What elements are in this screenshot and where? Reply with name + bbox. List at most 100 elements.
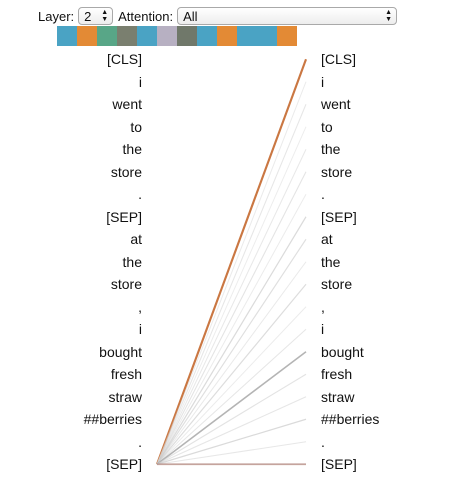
attention-line <box>156 104 307 465</box>
left-token-text: i <box>138 73 142 90</box>
head-color-swatch[interactable] <box>177 26 197 46</box>
right-token-text: to <box>321 118 333 135</box>
left-token[interactable]: at <box>37 228 157 251</box>
left-token[interactable]: [SEP] <box>37 453 157 476</box>
attention-line <box>156 194 307 465</box>
right-token[interactable]: [SEP] <box>306 206 396 229</box>
left-token-column: [CLS] i went to the store. [SEP] at the store, i bo… <box>37 48 157 476</box>
left-token[interactable]: store <box>37 161 157 184</box>
right-token-text: bought <box>321 343 364 360</box>
right-token-text: . <box>321 433 325 450</box>
attention-line <box>156 261 307 465</box>
head-attention-bar <box>306 48 312 71</box>
right-token[interactable]: i <box>306 71 396 94</box>
left-token-text: . <box>138 433 142 450</box>
left-token[interactable]: the <box>37 138 157 161</box>
attention-line <box>156 396 307 465</box>
right-token[interactable]: [CLS] <box>306 48 396 71</box>
left-token[interactable]: , <box>37 296 157 319</box>
right-token[interactable]: the <box>306 251 396 274</box>
head-color-swatch[interactable] <box>217 26 237 46</box>
layer-select-value: 2 <box>84 8 92 24</box>
left-token[interactable]: to <box>37 116 157 139</box>
layer-select[interactable]: 2 ▲ ▼ <box>78 7 114 25</box>
left-token-text: to <box>130 118 142 135</box>
head-color-swatch[interactable] <box>197 26 217 46</box>
left-token[interactable]: [SEP] <box>37 206 157 229</box>
left-token-text: straw <box>108 388 142 405</box>
left-token[interactable]: [CLS] <box>37 48 157 71</box>
left-token-text: store <box>110 163 142 180</box>
head-color-swatch[interactable] <box>77 26 97 46</box>
attention-line <box>156 441 307 465</box>
right-token[interactable]: bought <box>306 341 396 364</box>
right-token-text: the <box>321 253 341 270</box>
left-token-text: store <box>110 276 142 292</box>
attention-label: Attention: <box>118 8 174 24</box>
attention-line <box>156 216 307 465</box>
right-token-text: i <box>321 73 325 90</box>
left-token[interactable]: store <box>37 273 157 296</box>
right-token[interactable]: to <box>306 116 396 139</box>
right-token[interactable]: store <box>306 161 396 184</box>
attention-line <box>156 328 307 465</box>
right-token-text: at <box>321 231 333 247</box>
right-token-column: [CLS] i went to the store. [SEP] at the store, i bo… <box>306 48 396 476</box>
attention-line <box>156 171 307 465</box>
left-token-text: . <box>138 186 142 202</box>
attention-line <box>156 58 307 465</box>
left-token-text: at <box>130 231 142 247</box>
left-token[interactable]: the <box>37 251 157 274</box>
controls-bar: Layer: 2 ▲ ▼ Attention: All ▲ ▼ <box>38 6 398 26</box>
right-token[interactable]: , <box>306 296 396 319</box>
right-token[interactable]: [SEP] <box>306 453 396 476</box>
left-token-text: i <box>138 321 142 337</box>
right-token-text: ##berries <box>321 411 380 427</box>
right-token[interactable]: went <box>306 93 396 116</box>
right-token-text: [SEP] <box>321 456 357 472</box>
right-token[interactable]: . <box>306 431 396 454</box>
left-token-text: [SEP] <box>106 456 142 472</box>
head-color-swatch[interactable] <box>117 26 137 46</box>
left-token[interactable]: went <box>37 93 157 116</box>
right-token-text: [SEP] <box>321 208 357 225</box>
head-color-swatch[interactable] <box>157 26 177 46</box>
left-token-text: the <box>122 253 142 270</box>
right-token-text: i <box>321 321 325 337</box>
attention-line <box>156 373 307 465</box>
head-color-swatch[interactable] <box>237 26 257 46</box>
head-attention-bar <box>372 48 378 71</box>
attention-head-color-strip <box>57 26 297 46</box>
left-token-text: bought <box>99 343 142 360</box>
right-token-text: , <box>321 298 325 315</box>
left-token[interactable]: straw <box>37 386 157 409</box>
layer-label: Layer: <box>38 8 75 24</box>
right-token[interactable]: at <box>306 228 396 251</box>
head-color-swatch[interactable] <box>57 26 77 46</box>
head-color-swatch[interactable] <box>97 26 117 46</box>
right-token-text: store <box>321 276 353 292</box>
head-color-swatch[interactable] <box>277 26 297 46</box>
right-token[interactable]: . <box>306 183 396 206</box>
left-token[interactable]: i <box>37 318 157 341</box>
left-token[interactable]: fresh <box>37 363 157 386</box>
left-token-text: the <box>122 141 142 157</box>
left-token[interactable]: . <box>37 183 157 206</box>
right-token[interactable]: fresh <box>306 363 396 386</box>
left-token[interactable]: ##berries <box>37 408 157 431</box>
left-token[interactable]: . <box>37 431 157 454</box>
right-token-text: [CLS] <box>321 51 357 67</box>
head-color-swatch[interactable] <box>257 26 277 46</box>
attention-select[interactable]: All ▲ ▼ <box>177 7 398 25</box>
right-token[interactable]: i <box>306 318 396 341</box>
right-token-text: fresh <box>321 366 353 382</box>
attention-select-value: All <box>183 8 198 24</box>
right-token[interactable]: the <box>306 138 396 161</box>
right-token[interactable]: ##berries <box>306 408 396 431</box>
right-token[interactable]: store <box>306 273 396 296</box>
left-token[interactable]: i <box>37 71 157 94</box>
head-color-swatch[interactable] <box>137 26 157 46</box>
right-token-text: . <box>321 186 325 202</box>
right-token[interactable]: straw <box>306 386 396 409</box>
left-token[interactable]: bought <box>37 341 157 364</box>
